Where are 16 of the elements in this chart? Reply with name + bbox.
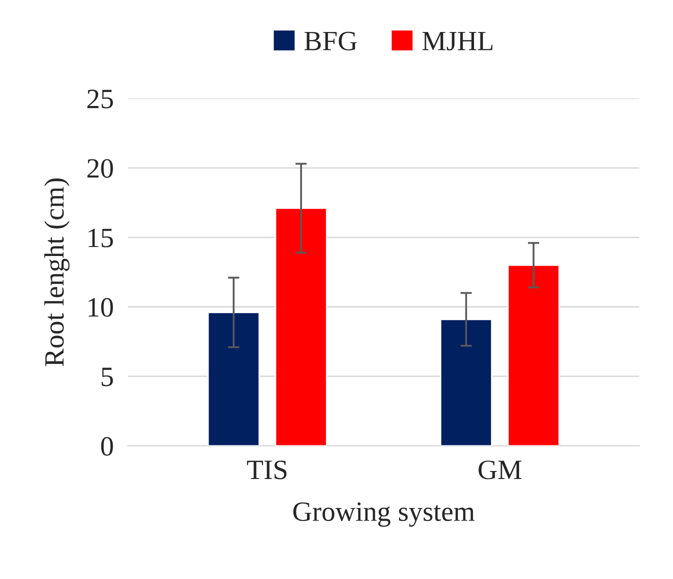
y-tick-label: 25 <box>87 90 113 108</box>
y-tick-label: 5 <box>102 368 113 386</box>
y-tick-label: 20 <box>87 159 113 178</box>
x-axis-title: Growing system <box>293 502 475 527</box>
x-tick-label: GM <box>478 460 522 480</box>
legend-label: BFG <box>304 32 357 50</box>
y-tick-label: 0 <box>101 436 113 456</box>
y-tick-label: 10 <box>88 298 113 317</box>
bar <box>507 264 560 446</box>
x-tick-label: TIS <box>247 460 286 480</box>
bar <box>274 208 328 446</box>
y-axis-title: Root lenght (cm) <box>44 178 70 366</box>
legend-label: MJHL <box>422 32 492 50</box>
bar <box>207 312 260 446</box>
bar <box>440 318 492 446</box>
y-tick-label: 15 <box>88 228 113 248</box>
